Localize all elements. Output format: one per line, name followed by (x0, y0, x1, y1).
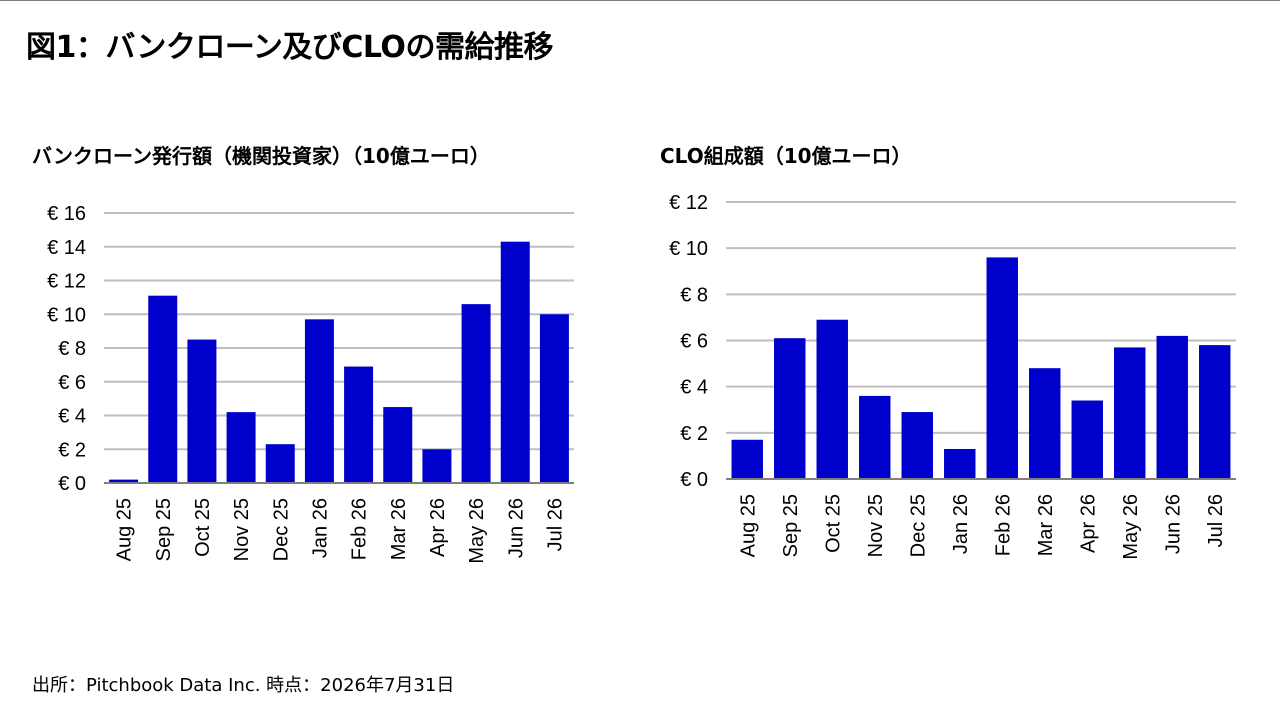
clo-x-tick-label: Feb 26 (992, 494, 1014, 556)
bank-loan-y-tick-label: € 16 (47, 203, 86, 225)
bank-loan-y-tick-label: € 2 (58, 439, 86, 461)
clo-bar (901, 412, 933, 479)
clo-y-tick-label: € 6 (680, 331, 708, 353)
bank-loan-y-tick-label: € 6 (58, 372, 86, 394)
bank-loan-bar (344, 366, 374, 483)
bank-loan-y-tick-label: € 4 (58, 406, 86, 428)
clo-x-tick-label: Nov 25 (865, 494, 887, 557)
clo-y-tick-label: € 0 (680, 469, 708, 491)
clo-chart-title: CLO組成額（10億ユーロ） (660, 144, 912, 168)
clo-x-tick-label: Jun 26 (1162, 494, 1184, 554)
bank-loan-bar (539, 314, 569, 483)
bank-loan-x-tick-label: Dec 25 (270, 498, 292, 561)
bank-loan-x-tick-label: Oct 25 (192, 498, 214, 557)
bank-loan-bar (461, 304, 491, 483)
clo-bar (859, 395, 891, 479)
bank-loan-bar (422, 449, 452, 483)
bank-loan-bar (226, 412, 256, 483)
bank-loan-x-tick-label: Aug 25 (114, 498, 136, 561)
clo-bar (816, 319, 848, 479)
bank-loan-bar (109, 479, 139, 483)
bank-loan-y-tick-label: € 10 (47, 304, 86, 326)
clo-y-tick-label: € 10 (669, 238, 708, 260)
clo-bar (731, 439, 763, 479)
bank-loan-y-tick-label: € 0 (58, 473, 86, 495)
clo-x-tick-label: Dec 25 (907, 494, 929, 557)
bank-loan-bar (383, 407, 413, 483)
clo-x-tick-label: Apr 26 (1077, 494, 1099, 553)
clo-y-tick-label: € 4 (680, 377, 708, 399)
bank-loan-y-tick-label: € 14 (47, 237, 86, 259)
bank-loan-x-tick-label: Jan 26 (309, 498, 331, 558)
bank-loan-x-tick-label: Apr 26 (427, 498, 449, 557)
bank-loan-x-tick-label: May 26 (466, 498, 488, 564)
clo-x-tick-label: Oct 25 (822, 494, 844, 553)
clo-x-tick-label: Jul 26 (1205, 494, 1227, 547)
bank-loan-bar (500, 241, 530, 483)
clo-x-tick-label: Mar 26 (1035, 494, 1057, 556)
clo-y-tick-label: € 12 (669, 192, 708, 214)
source-note: 出所：Pitchbook Data Inc. 時点：2026年7月31日 (32, 675, 455, 696)
bank-loan-x-tick-label: Jul 26 (544, 498, 566, 551)
bank-loan-issuance-chart: € 0 € 2 € 4 € 6 € 8 € 10 € 12 € 14 € 16 Aug 25 Sep… (47, 203, 574, 564)
bank-loan-x-tick-label: Sep 25 (153, 498, 175, 561)
bank-loan-bar (304, 319, 334, 483)
bank-loan-x-tick-label: Jun 26 (505, 498, 527, 558)
bank-loan-x-tick-label: Feb 26 (349, 498, 371, 560)
bank-loan-x-tick-label: Nov 25 (231, 498, 253, 561)
bank-loan-x-tick-label: Mar 26 (388, 498, 410, 560)
page-title: 図1：バンクローン及びCLOの需給推移 (26, 30, 553, 65)
clo-x-tick-label: May 26 (1120, 494, 1142, 560)
clo-bar (1071, 400, 1103, 479)
clo-bar (944, 448, 976, 479)
clo-y-tick-label: € 2 (680, 423, 708, 445)
clo-y-tick-label: € 8 (680, 284, 708, 306)
clo-bar (1199, 345, 1231, 479)
clo-bar (986, 257, 1018, 479)
clo-bar (1114, 347, 1146, 479)
clo-bar (1029, 368, 1061, 479)
bank-loan-y-tick-label: € 12 (47, 271, 86, 293)
bank-loan-chart-title: バンクローン発行額（機関投資家）（10億ユーロ） (32, 144, 490, 168)
clo-bar (1156, 335, 1188, 479)
bank-loan-bar (187, 339, 217, 483)
top-divider (0, 0, 1280, 1)
clo-x-tick-label: Sep 25 (780, 494, 802, 557)
clo-issuance-chart: € 0 € 2 € 4 € 6 € 8 € 10 € 12 Aug 25 Sep 25 Oct 2… (669, 192, 1236, 560)
clo-bar (774, 338, 806, 479)
bank-loan-y-tick-label: € 8 (58, 338, 86, 360)
bank-loan-bar (265, 444, 295, 483)
clo-x-tick-label: Aug 25 (737, 494, 759, 557)
bank-loan-bar (148, 295, 178, 483)
clo-x-tick-label: Jan 26 (950, 494, 972, 554)
